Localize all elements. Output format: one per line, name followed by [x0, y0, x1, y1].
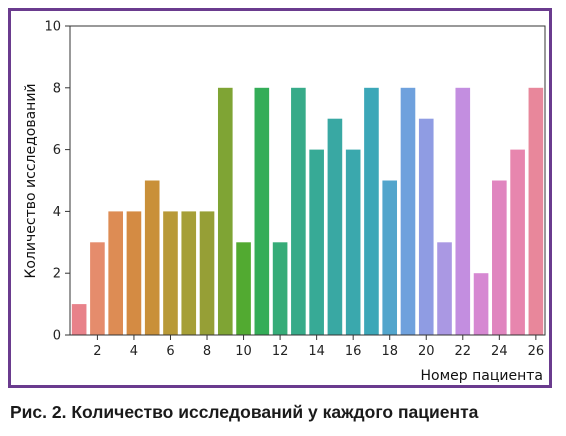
bar-patient-23 — [473, 273, 489, 335]
x-tick-label-16: 16 — [345, 344, 362, 359]
y-tick-label-8: 8 — [53, 81, 61, 96]
bar-patient-13 — [291, 87, 306, 335]
bar-patient-10 — [236, 242, 251, 335]
x-axis-label: Номер пациента — [421, 368, 543, 384]
x-tick-label-22: 22 — [455, 344, 472, 359]
bar-patient-3 — [108, 211, 123, 335]
bar-patient-4 — [126, 211, 142, 335]
y-tick-label-0: 0 — [53, 329, 61, 344]
bar-patient-7 — [181, 211, 197, 335]
x-tick-label-18: 18 — [381, 344, 398, 359]
bar-patient-6 — [163, 211, 178, 335]
y-tick-label-6: 6 — [53, 143, 61, 158]
bar-patient-24 — [492, 180, 507, 335]
bar-patient-18 — [382, 180, 398, 335]
y-tick-label-2: 2 — [53, 267, 61, 282]
bar-patient-12 — [272, 242, 288, 335]
x-tick-label-12: 12 — [272, 344, 289, 359]
x-tick-label-20: 20 — [418, 344, 435, 359]
bar-patient-25 — [510, 149, 525, 335]
x-tick-label-24: 24 — [491, 344, 508, 359]
bar-patient-21 — [437, 242, 452, 335]
bar-patient-22 — [455, 87, 471, 335]
x-tick-label-10: 10 — [235, 344, 252, 359]
bar-patient-11 — [254, 87, 270, 335]
bar-patient-9 — [217, 87, 233, 335]
y-tick-label-10: 10 — [44, 20, 61, 35]
y-axis-label: Количество исследований — [23, 83, 39, 278]
bar-patient-5 — [144, 180, 160, 335]
chart-frame: 0 2 4 6 8 10 2 4 6 8 10 12 14 16 18 20 22 24 26 Количество… — [8, 8, 552, 388]
x-tick-label-8: 8 — [203, 344, 211, 359]
bar-patient-26 — [528, 87, 544, 335]
bar-patient-15 — [327, 118, 343, 335]
bar-patient-2 — [90, 242, 105, 335]
x-tick-label-14: 14 — [308, 344, 325, 359]
x-tick-label-26: 26 — [528, 344, 545, 359]
figure-caption: Рис. 2. Количество исследований у каждог… — [10, 402, 479, 422]
bar-patient-16 — [345, 149, 361, 335]
bars-group — [71, 87, 544, 335]
bar-patient-14 — [309, 149, 324, 335]
bar-patient-8 — [199, 211, 215, 335]
bar-patient-17 — [364, 87, 379, 335]
y-tick-label-4: 4 — [53, 205, 61, 220]
x-tick-label-4: 4 — [130, 344, 138, 359]
x-tick-label-6: 6 — [166, 344, 174, 359]
bar-patient-19 — [400, 87, 416, 335]
x-tick-label-2: 2 — [93, 344, 101, 359]
bar-patient-20 — [418, 118, 434, 335]
plot-area-border — [69, 25, 546, 336]
bar-patient-1 — [71, 304, 87, 335]
